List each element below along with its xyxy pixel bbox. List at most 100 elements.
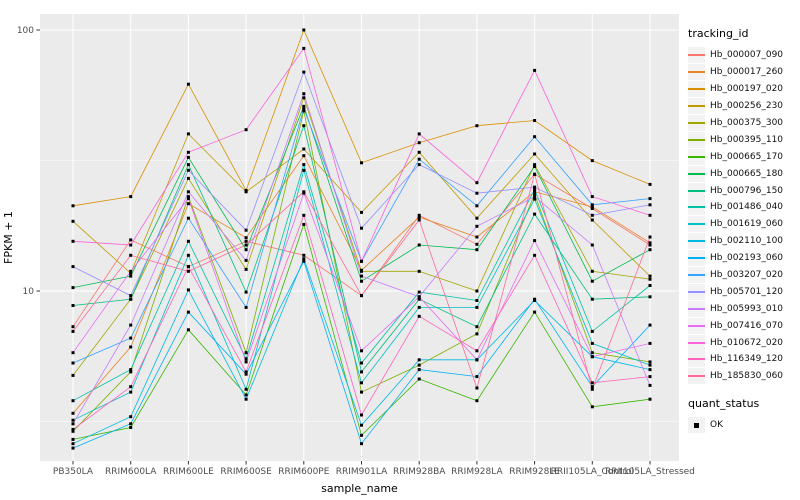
legend-item-label: Hb_000007_090 xyxy=(710,50,784,61)
data-point xyxy=(590,218,594,222)
data-point xyxy=(417,314,421,318)
legend-item-label: Hb_000375_300 xyxy=(710,118,784,128)
x-tick-label: PB350LA xyxy=(53,467,94,477)
data-point xyxy=(590,381,594,385)
data-point xyxy=(71,411,75,415)
legend: tracking_id Hb_000007_090 Hb_000017_260 Hb… xyxy=(688,27,800,434)
legend-item-label: Hb_003207_020 xyxy=(710,270,784,281)
legend-key-line-icon xyxy=(688,317,705,334)
data-point xyxy=(186,202,190,206)
data-point xyxy=(360,274,363,278)
legend-title-tracking-id: tracking_id xyxy=(688,27,749,40)
data-point xyxy=(475,235,479,239)
data-point xyxy=(475,181,479,185)
data-point xyxy=(302,46,306,50)
data-point xyxy=(71,442,75,446)
data-point xyxy=(302,96,306,100)
data-point xyxy=(244,370,248,374)
data-point xyxy=(186,310,190,314)
legend-key-line-icon xyxy=(688,148,705,165)
data-point xyxy=(533,68,537,72)
data-point xyxy=(648,397,652,401)
data-point xyxy=(590,243,594,247)
legend-item-label: Hb_000256_230 xyxy=(710,101,784,112)
data-point xyxy=(302,109,306,113)
legend-item-Hb_000017_260: Hb_000017_260 xyxy=(688,64,800,81)
data-point xyxy=(360,269,363,273)
data-point xyxy=(417,213,421,217)
data-point xyxy=(590,355,594,359)
legend-item-Hb_000395_110: Hb_000395_110 xyxy=(688,131,800,148)
data-point xyxy=(302,107,306,111)
legend-items: Hb_000007_090 Hb_000017_260 Hb_000197_020 H… xyxy=(688,47,800,385)
data-point xyxy=(648,182,652,186)
data-point xyxy=(417,363,421,367)
data-point xyxy=(71,219,75,223)
legend-item-label: Hb_185830_060 xyxy=(710,371,784,382)
data-point xyxy=(417,132,421,136)
data-point xyxy=(590,297,594,301)
data-point xyxy=(244,305,248,309)
data-point xyxy=(71,427,75,431)
data-point xyxy=(129,415,133,419)
data-point xyxy=(360,433,363,437)
quant-status-items: OK xyxy=(688,417,800,434)
black-square-marker-icon xyxy=(688,417,705,434)
legend-item-label: Hb_007416_070 xyxy=(710,320,784,331)
data-point xyxy=(648,197,652,201)
data-point xyxy=(71,304,75,307)
legend-key-line-icon xyxy=(688,250,705,267)
x-tick-label: RRIM928LE xyxy=(509,467,560,477)
legend-item-label: Hb_000665_180 xyxy=(710,168,784,179)
data-point xyxy=(533,253,537,257)
data-point xyxy=(648,375,652,379)
data-point xyxy=(533,163,537,167)
legend-key-line-icon xyxy=(688,267,705,284)
data-point xyxy=(302,253,306,257)
data-point xyxy=(648,323,652,327)
data-point xyxy=(129,243,133,247)
data-point xyxy=(475,332,479,336)
data-point xyxy=(129,336,133,340)
legend-key-line-icon xyxy=(688,351,705,368)
data-point xyxy=(186,288,190,292)
data-point xyxy=(71,429,75,433)
legend-item-Hb_000256_230: Hb_000256_230 xyxy=(688,98,800,115)
data-point xyxy=(186,197,190,201)
data-point xyxy=(417,269,421,273)
data-point xyxy=(244,290,248,294)
data-point xyxy=(533,190,537,194)
data-point xyxy=(533,310,537,314)
data-point xyxy=(417,141,421,145)
data-point xyxy=(71,286,75,290)
data-point xyxy=(590,203,594,207)
legend-item-Hb_000665_180: Hb_000665_180 xyxy=(688,165,800,182)
x-tick-label: RRII105LA_Control xyxy=(551,467,634,477)
legend-item-Hb_002110_100: Hb_002110_100 xyxy=(688,233,800,250)
data-point xyxy=(360,161,363,165)
data-point xyxy=(302,104,306,108)
x-tick-label: RRIM901LA xyxy=(336,467,388,477)
data-point xyxy=(648,360,652,364)
data-point xyxy=(302,28,306,32)
legend-item-Hb_000007_090: Hb_000007_090 xyxy=(688,47,800,64)
data-point xyxy=(475,299,479,302)
data-point xyxy=(302,70,306,74)
legend-key-line-icon xyxy=(688,334,705,351)
data-point xyxy=(360,370,363,374)
data-point xyxy=(186,269,190,273)
data-point xyxy=(186,253,190,257)
data-point xyxy=(360,390,363,394)
data-point xyxy=(475,399,479,403)
data-point xyxy=(648,248,652,252)
data-point xyxy=(475,358,479,362)
legend-key-line-icon xyxy=(688,182,705,199)
data-point xyxy=(186,163,190,167)
legend-key-line-icon xyxy=(688,165,705,182)
legend-item-Hb_007416_070: Hb_007416_070 xyxy=(688,317,800,334)
data-point xyxy=(71,373,75,377)
data-point xyxy=(186,328,190,332)
legend-key-line-icon xyxy=(688,368,705,385)
legend-item-label: Hb_001486_040 xyxy=(710,202,784,213)
data-point xyxy=(244,357,248,361)
